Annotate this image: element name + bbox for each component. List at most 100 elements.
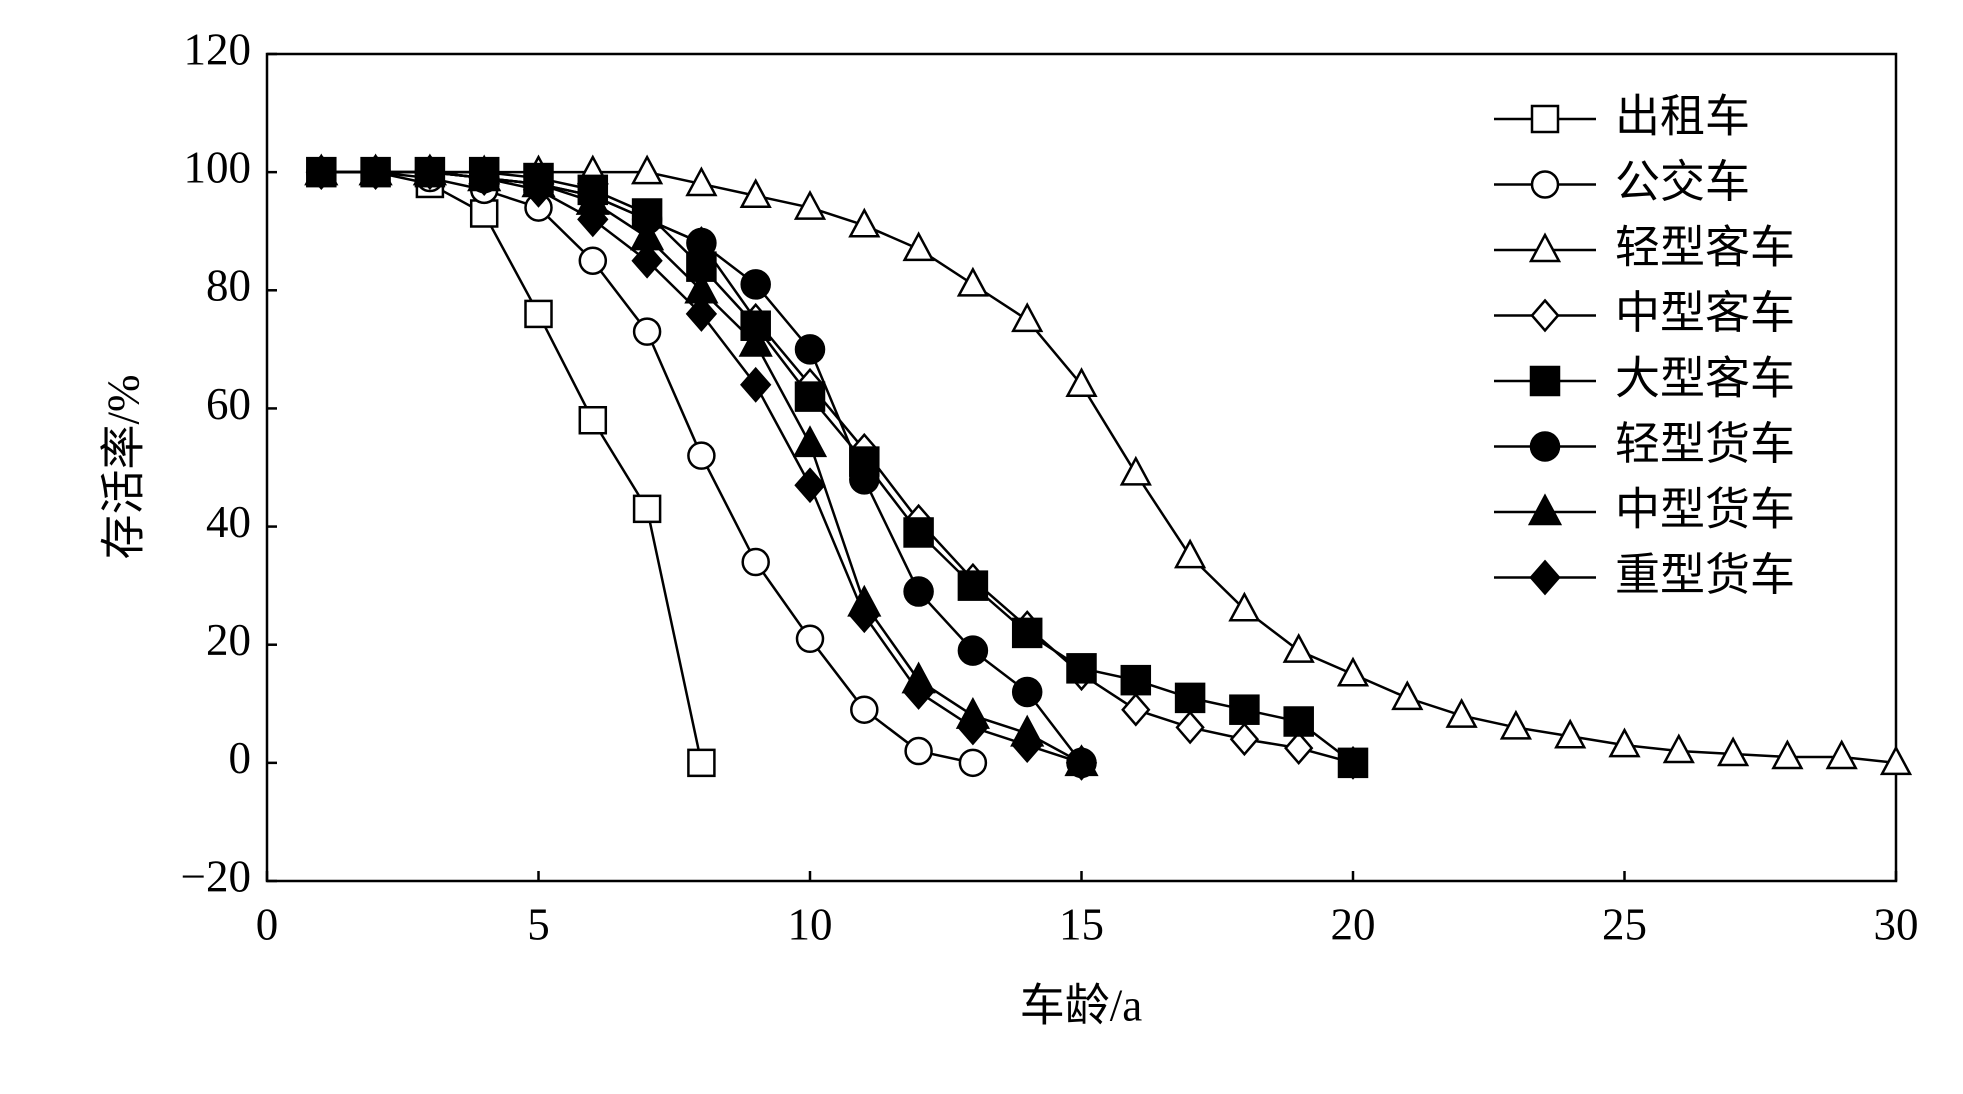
data-point <box>902 231 935 262</box>
data-point <box>1391 680 1424 711</box>
data-point <box>739 178 772 209</box>
data-point <box>414 154 446 191</box>
data-point <box>305 154 337 191</box>
data-point <box>1011 676 1043 708</box>
legend-label: 重型货车 <box>1615 550 1795 600</box>
data-point <box>1175 710 1205 745</box>
y-tick-label: 20 <box>206 615 251 665</box>
legend-label: 轻型货车 <box>1615 419 1795 469</box>
data-point <box>850 695 879 724</box>
data-point <box>1662 733 1695 764</box>
data-point <box>792 425 828 458</box>
data-point <box>632 317 662 346</box>
data-point <box>1011 302 1044 333</box>
x-axis-label: 车龄/a <box>1020 980 1143 1030</box>
data-point <box>1065 367 1098 398</box>
x-tick-label: 10 <box>788 899 833 949</box>
data-point <box>1825 739 1858 770</box>
data-point <box>795 624 825 654</box>
data-point <box>1120 664 1152 696</box>
data-point <box>469 199 499 228</box>
legend-marker <box>1527 493 1563 526</box>
data-point <box>578 246 608 275</box>
data-point <box>1499 709 1532 740</box>
data-point <box>958 748 988 778</box>
data-point <box>522 171 555 208</box>
data-point <box>740 269 771 300</box>
data-point <box>1119 455 1152 486</box>
data-point <box>524 299 553 329</box>
data-point <box>1174 538 1207 569</box>
data-point <box>740 366 772 403</box>
x-tick-label: 20 <box>1331 899 1376 949</box>
data-point <box>848 597 880 634</box>
data-point <box>631 242 663 279</box>
data-point <box>849 464 880 495</box>
data-point <box>1554 718 1587 749</box>
data-point <box>1228 591 1261 622</box>
data-point <box>1284 731 1314 765</box>
data-point <box>1337 747 1369 779</box>
legend-marker <box>1530 104 1560 134</box>
data-point <box>1879 745 1913 776</box>
data-point <box>577 201 609 238</box>
legend-label: 轻型客车 <box>1615 222 1795 272</box>
y-tick-label: 60 <box>206 379 251 429</box>
data-point <box>685 296 718 332</box>
data-point <box>741 547 770 577</box>
data-point <box>687 441 716 470</box>
data-point <box>902 674 935 710</box>
data-point <box>1283 706 1314 737</box>
data-point <box>1445 697 1478 728</box>
data-point <box>1121 692 1151 727</box>
data-point <box>957 635 989 666</box>
legend-marker <box>1529 559 1561 596</box>
y-axis-label: 存活率/% <box>98 375 148 560</box>
legend-marker <box>1530 170 1560 199</box>
data-point <box>631 154 664 185</box>
data-point <box>1229 694 1260 725</box>
data-point <box>903 576 934 607</box>
y-tick-label: 40 <box>206 497 251 547</box>
data-point <box>632 494 662 524</box>
x-tick-label: 5 <box>527 899 550 949</box>
x-tick-label: 15 <box>1059 899 1104 949</box>
legend-marker <box>1529 431 1561 462</box>
data-point <box>956 266 989 297</box>
y-tick-label: 0 <box>229 733 252 783</box>
y-tick-label: 120 <box>184 24 252 74</box>
data-point <box>1065 744 1098 781</box>
legend-marker <box>1530 298 1560 333</box>
legend-label: 中型货车 <box>1615 484 1795 534</box>
data-point <box>1608 727 1641 758</box>
y-tick-label: 100 <box>184 142 252 192</box>
data-point <box>1011 727 1043 764</box>
data-point <box>1282 632 1315 663</box>
legend-label: 大型客车 <box>1615 353 1795 403</box>
data-point <box>794 334 826 365</box>
data-point <box>1336 656 1370 687</box>
data-point <box>1717 736 1750 767</box>
data-point <box>848 207 881 238</box>
data-point <box>1066 653 1097 684</box>
data-point <box>794 381 826 412</box>
legend-marker <box>1528 232 1562 263</box>
y-tick-label: −20 <box>181 851 251 901</box>
data-point <box>359 154 392 191</box>
data-point <box>904 736 933 766</box>
data-point <box>793 189 827 220</box>
legend-label: 出租车 <box>1615 91 1750 141</box>
data-point <box>468 160 500 196</box>
legend-label: 公交车 <box>1615 157 1750 207</box>
data-point <box>738 324 773 357</box>
data-point <box>903 517 934 548</box>
x-tick-label: 25 <box>1602 899 1647 949</box>
y-tick-label: 80 <box>206 261 251 311</box>
data-point <box>1771 739 1804 770</box>
data-point <box>1229 722 1260 757</box>
data-point <box>578 405 608 435</box>
legend-label: 中型客车 <box>1615 288 1795 338</box>
data-point <box>1174 682 1206 714</box>
